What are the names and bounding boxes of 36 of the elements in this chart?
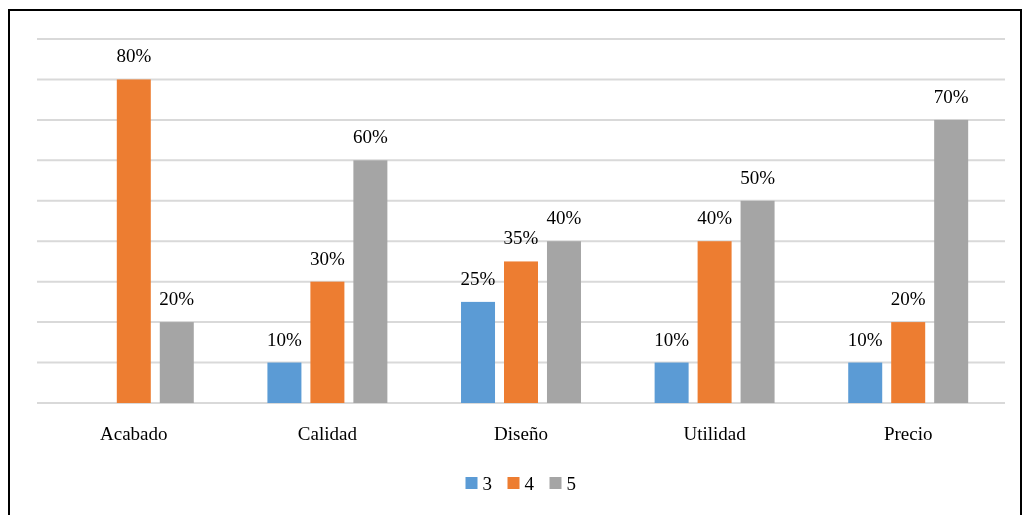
bar bbox=[654, 362, 689, 403]
data-label: 20% bbox=[890, 288, 926, 310]
bar bbox=[891, 322, 926, 403]
x-tick-label: Utilidad bbox=[683, 423, 747, 444]
bar bbox=[934, 119, 969, 403]
data-label: 20% bbox=[159, 288, 195, 310]
bar bbox=[697, 241, 732, 403]
x-tick-label: Precio bbox=[883, 423, 933, 444]
bar bbox=[740, 200, 775, 403]
data-label: 10% bbox=[847, 328, 883, 350]
data-label: 40% bbox=[697, 207, 733, 229]
legend-label: 5 bbox=[566, 473, 576, 494]
bar bbox=[848, 362, 883, 403]
x-tick-label: Calidad bbox=[297, 423, 358, 444]
data-label: 60% bbox=[352, 126, 388, 148]
bar bbox=[310, 281, 345, 403]
data-label: 10% bbox=[267, 328, 303, 350]
x-tick-label: Acabado bbox=[100, 423, 168, 444]
data-label: 70% bbox=[933, 85, 969, 107]
data-label: 40% bbox=[546, 207, 582, 229]
bar bbox=[159, 322, 194, 403]
bar bbox=[504, 261, 538, 403]
legend-label: 4 bbox=[524, 473, 535, 494]
x-tick-label: Diseño bbox=[494, 423, 548, 444]
data-label: 30% bbox=[309, 247, 345, 269]
legend-label: 3 bbox=[482, 473, 492, 494]
bar bbox=[116, 79, 151, 403]
bar bbox=[353, 160, 388, 403]
data-label: 35% bbox=[503, 227, 539, 249]
data-label: 50% bbox=[740, 166, 776, 188]
data-label: 25% bbox=[460, 267, 496, 289]
bar bbox=[546, 241, 581, 403]
bar bbox=[267, 362, 302, 403]
data-label: 10% bbox=[654, 328, 690, 350]
data-label: 80% bbox=[116, 45, 152, 67]
bar bbox=[461, 301, 496, 403]
